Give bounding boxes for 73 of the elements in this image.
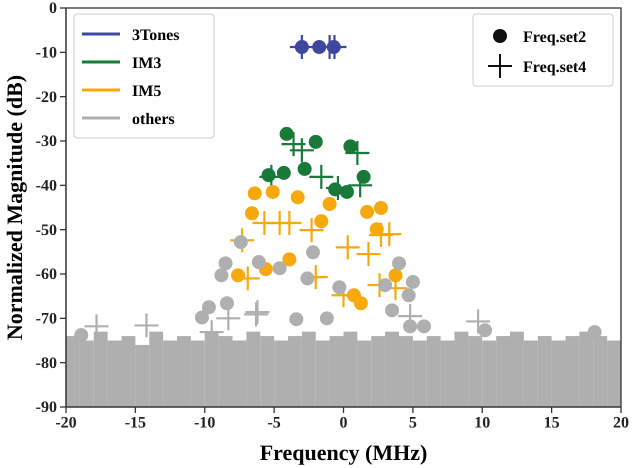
point xyxy=(220,296,234,310)
x-tick-label: -15 xyxy=(124,414,146,432)
y-tick-label: -80 xyxy=(36,354,57,372)
point xyxy=(276,166,291,180)
point xyxy=(290,190,305,204)
annotation: Freq.set2 xyxy=(523,29,586,46)
legend-label: IM5 xyxy=(132,83,162,100)
x-tick-label: 5 xyxy=(408,414,417,432)
point xyxy=(416,319,431,334)
point xyxy=(290,35,314,60)
point xyxy=(588,325,602,340)
x-tick-label: -20 xyxy=(55,414,77,432)
y-tick-label: -20 xyxy=(36,88,57,106)
x-tick-label: 20 xyxy=(613,414,629,432)
point xyxy=(308,134,323,149)
x-tick-label: -10 xyxy=(194,414,216,432)
point xyxy=(244,206,259,220)
point xyxy=(134,313,158,338)
point xyxy=(406,274,420,289)
point xyxy=(289,312,304,326)
point xyxy=(218,256,233,270)
point xyxy=(336,235,360,260)
y-tick-label: -90 xyxy=(36,399,57,416)
y-tick-label: -50 xyxy=(36,222,57,239)
point xyxy=(300,271,314,286)
point xyxy=(314,214,328,228)
point xyxy=(306,245,320,260)
point xyxy=(385,303,400,318)
point xyxy=(322,196,337,211)
x-tick-label: 10 xyxy=(474,414,490,432)
x-axis-title: Frequency (MHz) xyxy=(260,440,428,465)
point xyxy=(252,255,266,270)
point xyxy=(392,256,406,270)
point xyxy=(282,252,296,266)
point xyxy=(309,164,334,189)
point xyxy=(345,140,370,165)
point xyxy=(277,211,302,236)
point xyxy=(402,288,416,302)
point xyxy=(202,300,216,314)
y-tick-label: 0 xyxy=(49,0,57,18)
point xyxy=(356,242,380,266)
x-tick-label: 15 xyxy=(544,414,560,432)
point xyxy=(374,200,388,215)
point xyxy=(320,311,334,326)
x-tick-label: 0 xyxy=(340,414,348,432)
y-tick-label: -60 xyxy=(36,266,57,284)
y-axis-title: Normalized Magnitude (dB) xyxy=(2,74,27,340)
point xyxy=(368,222,393,247)
x-tick-label: -5 xyxy=(267,414,281,432)
legend-label: 3Tones xyxy=(132,27,180,44)
y-tick-label: -70 xyxy=(36,310,57,328)
legend-label: IM3 xyxy=(132,55,162,72)
point xyxy=(300,218,324,242)
point xyxy=(332,280,346,294)
point xyxy=(280,126,294,141)
point xyxy=(360,204,374,219)
point xyxy=(290,138,314,162)
point xyxy=(266,184,280,199)
y-tick-label: -30 xyxy=(36,133,57,150)
point xyxy=(378,278,392,292)
annotation: Freq.set4 xyxy=(523,59,586,76)
point xyxy=(478,323,492,338)
point xyxy=(194,310,209,324)
point xyxy=(74,328,88,342)
point xyxy=(298,162,312,176)
point xyxy=(354,296,368,310)
point xyxy=(272,261,287,276)
point xyxy=(248,186,262,200)
y-tick-label: -40 xyxy=(36,177,57,194)
y-tick-label: -10 xyxy=(36,44,57,62)
legend-label: others xyxy=(132,111,175,128)
point xyxy=(214,268,228,282)
point xyxy=(466,309,490,334)
